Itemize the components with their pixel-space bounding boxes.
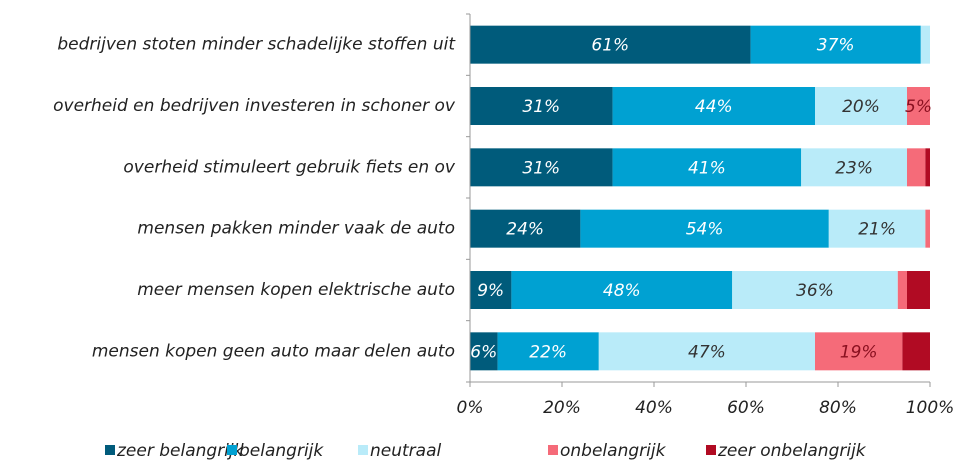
data-label: 54% (686, 220, 724, 240)
legend-label: belangrijk (239, 441, 324, 461)
bar-segment (470, 25, 751, 64)
bar-segment (598, 332, 815, 371)
x-tick-label: 100% (906, 398, 955, 418)
bar-segment (580, 209, 829, 248)
bar-segment (497, 332, 599, 371)
x-tick-label: 0% (457, 398, 484, 418)
bar-segment (470, 148, 613, 187)
category-label: overheid en bedrijven investeren in scho… (53, 96, 456, 116)
x-tick-label: 40% (635, 398, 673, 418)
bar-segment (732, 271, 898, 309)
category-label: mensen kopen geen auto maar delen auto (92, 341, 455, 361)
bar-segment (925, 148, 930, 187)
legend-label: zeer onbelangrijk (717, 441, 867, 461)
bar-segment (828, 209, 926, 248)
data-label: 24% (506, 220, 544, 240)
bar-segment (815, 332, 903, 371)
bar-segment (470, 209, 581, 248)
category-label: bedrijven stoten minder schadelijke stof… (57, 35, 456, 55)
bar-segment (907, 148, 926, 187)
data-label: 31% (522, 158, 560, 178)
data-label: 47% (688, 342, 726, 362)
bar-segment (897, 271, 907, 309)
data-label: 23% (835, 158, 873, 178)
legend-swatch (227, 445, 237, 455)
bar-segment (470, 87, 613, 125)
data-label: 44% (695, 97, 733, 117)
bar-segment (750, 25, 921, 64)
data-label: 36% (796, 281, 834, 301)
category-label: meer mensen kopen elektrische auto (137, 280, 455, 300)
data-label: 5% (905, 97, 932, 117)
bar-segment (470, 271, 512, 309)
x-tick-label: 20% (543, 398, 581, 418)
data-label: 41% (688, 158, 726, 178)
bar-segment (920, 25, 930, 64)
data-label: 20% (842, 97, 880, 117)
bar-segment (801, 148, 907, 187)
bar-segment (902, 332, 930, 371)
legend-swatch (706, 445, 716, 455)
data-label: 61% (591, 36, 629, 56)
legend-swatch (358, 445, 368, 455)
bar-segment (511, 271, 733, 309)
data-label: 19% (840, 342, 878, 362)
category-label: overheid stimuleert gebruik fiets en ov (123, 157, 456, 177)
data-label: 48% (603, 281, 641, 301)
legend-swatch (105, 445, 115, 455)
data-label: 6% (470, 342, 497, 362)
data-label: 9% (477, 281, 504, 301)
bar-segment (907, 87, 930, 125)
legend-label: onbelangrijk (560, 441, 667, 461)
legend-label: neutraal (370, 441, 441, 461)
bar-segment (612, 87, 815, 125)
x-tick-label: 80% (819, 398, 857, 418)
bar-segment (612, 148, 802, 187)
x-tick-label: 60% (727, 398, 765, 418)
bar-segment (925, 209, 930, 248)
legend-label: zeer belangrijk (116, 441, 245, 461)
data-label: 31% (522, 97, 560, 117)
bar-segment (907, 271, 930, 309)
data-label: 22% (529, 342, 567, 362)
bar-segment (470, 332, 498, 371)
data-label: 37% (817, 36, 855, 56)
category-label: mensen pakken minder vaak de auto (137, 219, 455, 239)
data-label: 21% (858, 220, 896, 240)
legend-swatch (548, 445, 558, 455)
bar-segment (815, 87, 907, 125)
